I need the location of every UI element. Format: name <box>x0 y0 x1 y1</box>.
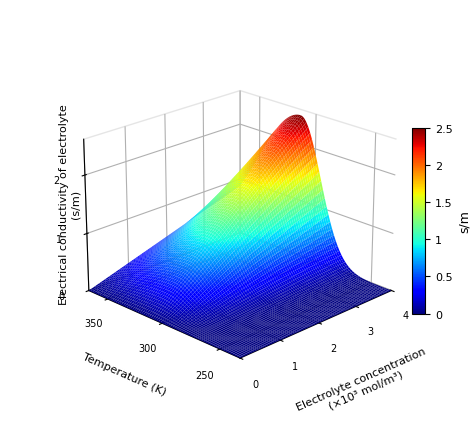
Y-axis label: Temperature (K): Temperature (K) <box>81 351 167 396</box>
X-axis label: Electrolyte concentration
(×10³ mol/m³): Electrolyte concentration (×10³ mol/m³) <box>295 346 432 423</box>
Y-axis label: s/m: s/m <box>458 210 471 233</box>
Text: Electrical conductivity of electrolyte
(s/m): Electrical conductivity of electrolyte (… <box>59 104 81 304</box>
